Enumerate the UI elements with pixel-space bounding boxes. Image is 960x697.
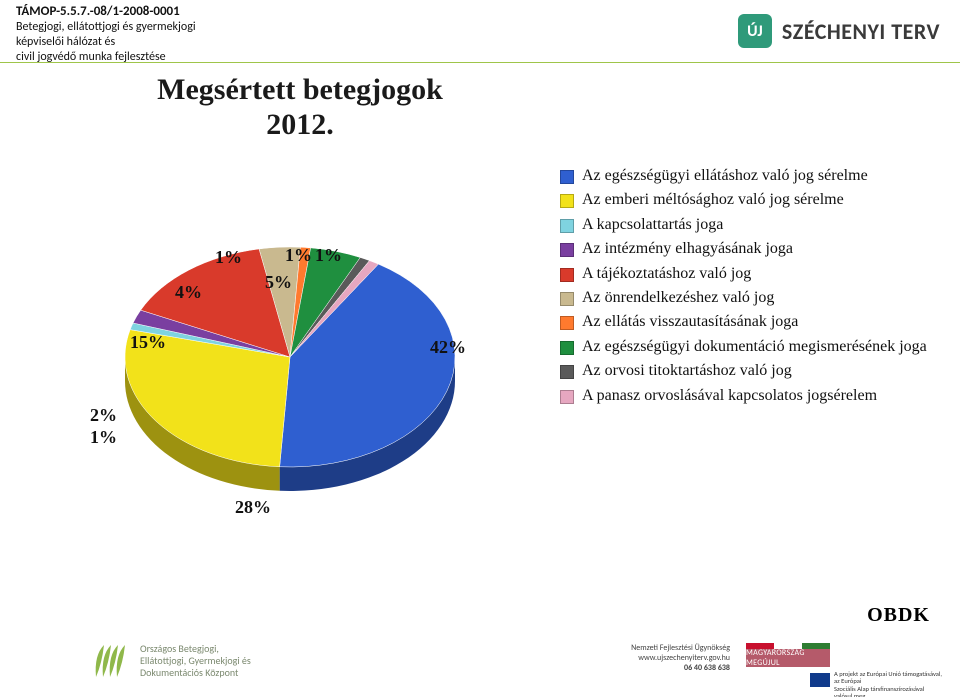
- project-line2: képviselői hálózat és: [16, 35, 196, 50]
- legend-swatch-icon: [560, 268, 574, 282]
- slice-percent-label: 1%: [315, 245, 342, 266]
- legend-item: Az emberi méltósághoz való jog sérelme: [560, 191, 930, 209]
- pie-svg: [60, 167, 490, 527]
- project-id-block: TÁMOP-5.5.7.-08/1-2008-0001 Betegjogi, e…: [16, 4, 196, 65]
- legend-label: Az orvosi titoktartáshoz való jog: [582, 362, 792, 380]
- slice-percent-label: 1%: [90, 427, 117, 448]
- program-brand: ÚJ SZÉCHENYI TERV: [738, 14, 940, 48]
- legend-swatch-icon: [560, 341, 574, 355]
- footer-agency: Nemzeti Fejlesztési Ügynökség www.ujszec…: [631, 643, 730, 673]
- leaf-icon: [90, 641, 130, 681]
- legend-label: Az önrendelkezéshez való jog: [582, 289, 774, 307]
- legend-item: A tájékoztatáshoz való jog: [560, 265, 930, 283]
- footer-org3: Dokumentációs Központ: [140, 667, 251, 679]
- chart-title: Megsértett betegjogok2012.: [0, 73, 600, 142]
- slice-percent-label: 15%: [130, 332, 166, 353]
- legend-swatch-icon: [560, 194, 574, 208]
- uj-badge-icon: ÚJ: [738, 14, 772, 48]
- legend-label: Az egészségügyi dokumentáció megismerésé…: [582, 338, 927, 356]
- footer-left: Országos Betegjogi, Ellátottjogi, Gyerme…: [90, 641, 251, 681]
- legend-item: Az intézmény elhagyásának joga: [560, 240, 930, 258]
- legend-label: Az intézmény elhagyásának joga: [582, 240, 793, 258]
- page-header: TÁMOP-5.5.7.-08/1-2008-0001 Betegjogi, e…: [0, 0, 960, 62]
- page-footer: Országos Betegjogi, Ellátottjogi, Gyerme…: [0, 637, 960, 697]
- legend-item: Az egészségügyi ellátáshoz való jog sére…: [560, 167, 930, 185]
- program-name: SZÉCHENYI TERV: [782, 18, 940, 45]
- footer-flag: MAGYARORSZÁG MEGÚJUL: [746, 643, 830, 667]
- legend-item: Az ellátás visszautasításának joga: [560, 313, 930, 331]
- footer-eu-text: A projekt az Európai Unió támogatásával,…: [834, 671, 944, 697]
- megujul-banner: MAGYARORSZÁG MEGÚJUL: [746, 649, 830, 667]
- project-line3: civil jogvédő munka fejlesztése: [16, 50, 196, 65]
- slice-percent-label: 1%: [215, 247, 242, 268]
- legend-swatch-icon: [560, 292, 574, 306]
- project-code: TÁMOP-5.5.7.-08/1-2008-0001: [16, 4, 196, 20]
- legend-swatch-icon: [560, 316, 574, 330]
- slice-percent-label: 42%: [430, 337, 466, 358]
- legend-label: A panasz orvoslásával kapcsolatos jogsér…: [582, 387, 877, 405]
- pie-chart: 42%28%1%2%15%4%1%5%1%1%: [60, 167, 490, 527]
- legend-item: A panasz orvoslásával kapcsolatos jogsér…: [560, 387, 930, 405]
- footer-phone: 06 40 638 638: [631, 663, 730, 673]
- footer-eu1: A projekt az Európai Unió támogatásával,…: [834, 671, 944, 686]
- footer-eu2: Szociális Alap társfinanszírozásával val…: [834, 686, 944, 697]
- legend-swatch-icon: [560, 243, 574, 257]
- legend: Az egészségügyi ellátáshoz való jog sére…: [560, 167, 930, 411]
- slide-body: Megsértett betegjogok2012. 42%28%1%2%15%…: [0, 67, 960, 637]
- legend-swatch-icon: [560, 219, 574, 233]
- legend-item: Az egészségügyi dokumentáció megismerésé…: [560, 338, 930, 356]
- slice-percent-label: 2%: [90, 405, 117, 426]
- slice-percent-label: 4%: [175, 282, 202, 303]
- footer-org-block: Országos Betegjogi, Ellátottjogi, Gyerme…: [140, 643, 251, 679]
- legend-item: A kapcsolattartás joga: [560, 216, 930, 234]
- legend-label: Az ellátás visszautasításának joga: [582, 313, 798, 331]
- legend-swatch-icon: [560, 170, 574, 184]
- footer-url: www.ujszechenyiterv.gov.hu: [631, 653, 730, 663]
- legend-label: Az egészségügyi ellátáshoz való jog sére…: [582, 167, 868, 185]
- slice-percent-label: 1%: [285, 245, 312, 266]
- project-line1: Betegjogi, ellátottjogi és gyermekjogi: [16, 20, 196, 35]
- legend-label: A tájékoztatáshoz való jog: [582, 265, 751, 283]
- eu-flag-icon: [810, 673, 830, 687]
- slice-percent-label: 28%: [235, 497, 271, 518]
- footer-agency-name: Nemzeti Fejlesztési Ügynökség: [631, 643, 730, 653]
- legend-item: Az önrendelkezéshez való jog: [560, 289, 930, 307]
- legend-swatch-icon: [560, 365, 574, 379]
- legend-item: Az orvosi titoktartáshoz való jog: [560, 362, 930, 380]
- slice-percent-label: 5%: [265, 272, 292, 293]
- legend-label: Az emberi méltósághoz való jog sérelme: [582, 191, 844, 209]
- legend-label: A kapcsolattartás joga: [582, 216, 723, 234]
- legend-swatch-icon: [560, 390, 574, 404]
- obdk-label: OBDK: [867, 604, 930, 627]
